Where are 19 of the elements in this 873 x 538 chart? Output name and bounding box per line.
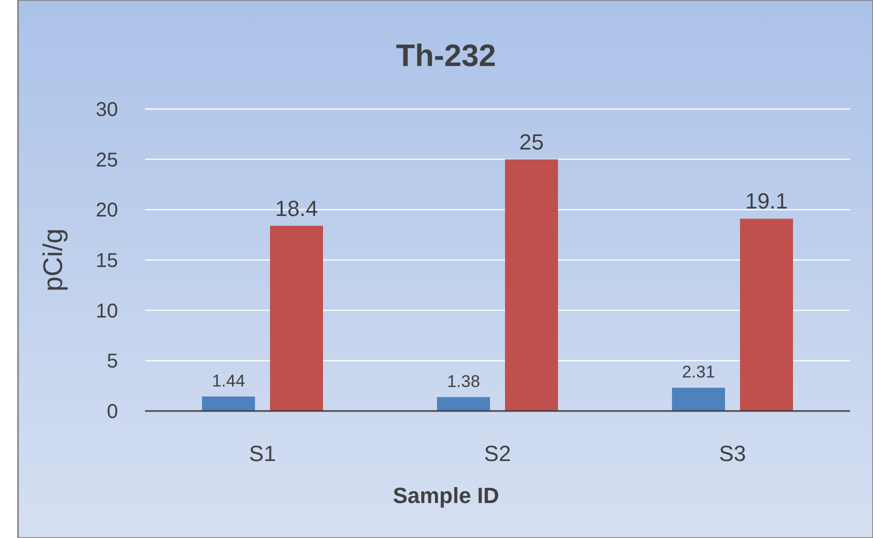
y-axis-title: pCi/g xyxy=(38,228,68,292)
x-tick-label: S3 xyxy=(719,441,746,466)
data-label: 1.38 xyxy=(446,372,480,392)
y-tick-label: 5 xyxy=(106,350,118,373)
y-tick-label: 25 xyxy=(96,149,118,172)
x-tick-label: S2 xyxy=(484,441,511,466)
data-label: 25 xyxy=(519,129,544,154)
y-tick-label: 20 xyxy=(96,200,118,222)
data-label: 2.31 xyxy=(682,362,716,382)
y-tick-label: 10 xyxy=(96,300,118,322)
data-label: 19.1 xyxy=(745,188,788,214)
chart-title: Th-232 xyxy=(396,38,496,73)
y-tick-label: 0 xyxy=(106,401,118,423)
data-label: 18.4 xyxy=(275,196,318,221)
data-label: 1.44 xyxy=(212,372,246,391)
x-tick-label: S1 xyxy=(249,441,276,466)
x-axis-title: Sample ID xyxy=(392,483,500,508)
y-tick-label: 15 xyxy=(96,250,118,272)
y-tick-label: 30 xyxy=(96,99,118,121)
